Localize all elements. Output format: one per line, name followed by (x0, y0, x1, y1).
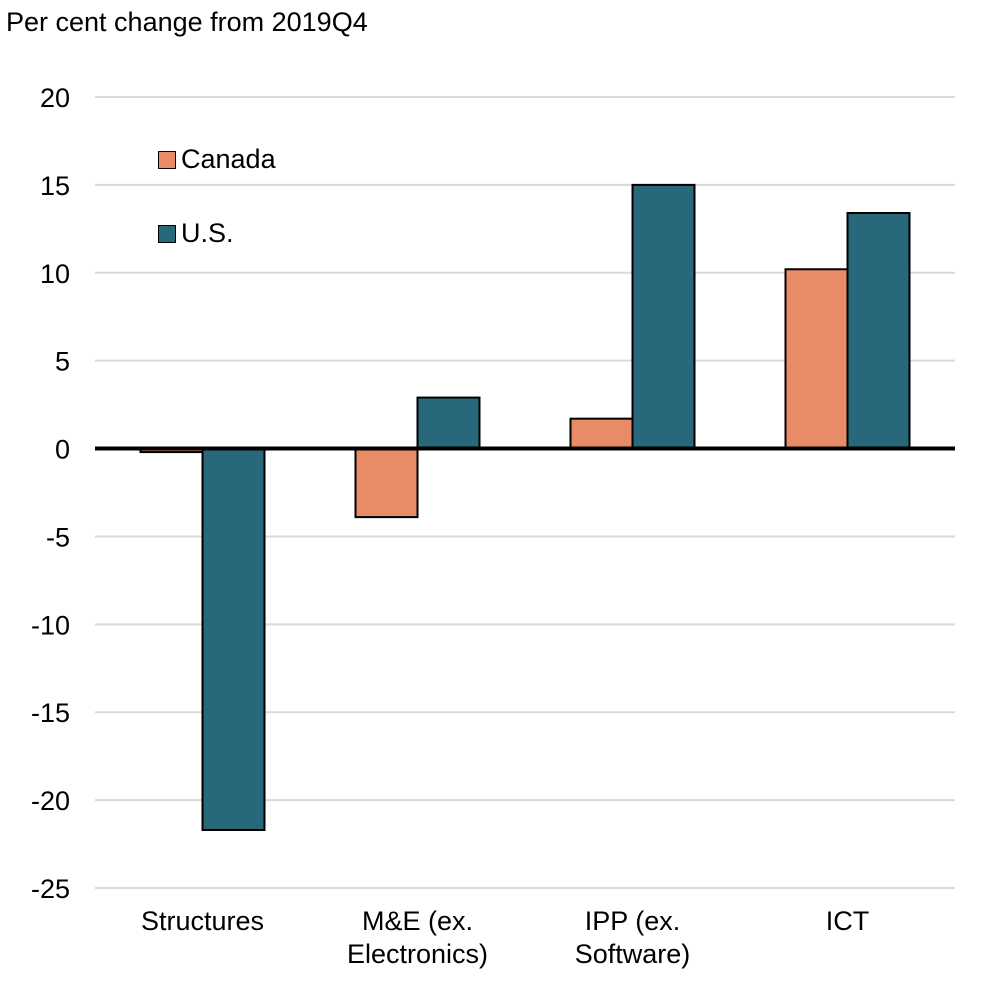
y-tick-label: 0 (55, 435, 70, 465)
y-tick-label: 10 (40, 259, 70, 289)
y-tick-label: 20 (40, 83, 70, 113)
y-tick-label: -5 (46, 522, 70, 552)
y-tick-label: 5 (55, 347, 70, 377)
bar-us-2 (631, 183, 696, 450)
legend-label-canada: Canada (181, 144, 276, 174)
bar-us-0 (201, 447, 266, 831)
bar-us-1 (416, 396, 481, 450)
bar-canada-3 (784, 268, 849, 450)
bars (139, 183, 911, 831)
legend-label-us: U.S. (181, 218, 234, 248)
y-tick-label: -25 (31, 874, 70, 904)
y-tick-label: -10 (31, 610, 70, 640)
legend-swatch-us (158, 224, 176, 243)
x-tick-label: M&E (ex. Electronics) (346, 906, 489, 969)
y-tick-label: -15 (31, 698, 70, 728)
bar-canada-2 (569, 417, 634, 450)
x-tick-label: ICT (825, 906, 870, 936)
legend-item-us: U.S. (158, 218, 234, 249)
legend-swatch-canada (158, 150, 176, 169)
legend-item-canada: Canada (158, 144, 276, 175)
y-tick-label: -20 (31, 786, 70, 816)
bar-canada-1 (354, 447, 419, 519)
x-tick-label: IPP (ex. Software) (574, 906, 691, 969)
y-tick-label: 15 (40, 171, 70, 201)
x-tick-label: Structures (140, 906, 265, 936)
y-tick-labels: 20 15 10 5 0 -5 -10 -15 -20 -25 (31, 83, 70, 904)
y-axis-title: Per cent change from 2019Q4 (6, 7, 368, 37)
bar-us-3 (846, 212, 911, 450)
